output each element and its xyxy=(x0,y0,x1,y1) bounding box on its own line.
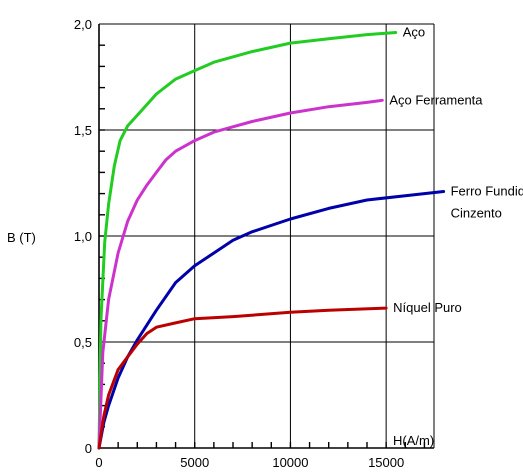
y-tick-label: 1,0 xyxy=(74,229,92,244)
series-label: Aço xyxy=(403,24,425,39)
x-tick-label: 0 xyxy=(95,455,102,470)
series-label: Aço Ferramenta xyxy=(389,92,483,107)
series-line xyxy=(97,306,388,450)
grid xyxy=(99,23,435,448)
y-tick-label: 0 xyxy=(85,441,92,456)
series-line xyxy=(97,31,398,450)
series-label: Níquel Puro xyxy=(393,300,462,315)
series-line xyxy=(97,98,384,450)
tick-labels: 0 5000 10000 15000 0 0,5 1,0 1,5 2,0 xyxy=(74,17,404,470)
x-tick-label: 5000 xyxy=(180,455,209,470)
y-tick-label: 1,5 xyxy=(74,123,92,138)
series-label: Cinzento xyxy=(451,205,502,220)
series-labels: Aço Aço Ferramenta Ferro Fundido Cinzento Ní… xyxy=(389,24,523,315)
x-tick-label: 10000 xyxy=(272,455,308,470)
x-axis-label: H(A/m) xyxy=(393,433,434,448)
x-tick-label: 15000 xyxy=(368,455,404,470)
y-axis-label: B (T) xyxy=(7,230,36,245)
series-line xyxy=(97,190,446,450)
y-tick-label: 2,0 xyxy=(74,17,92,32)
y-tick-label: 0,5 xyxy=(74,335,92,350)
series-lines xyxy=(97,31,446,450)
series-label: Ferro Fundido xyxy=(451,183,523,198)
